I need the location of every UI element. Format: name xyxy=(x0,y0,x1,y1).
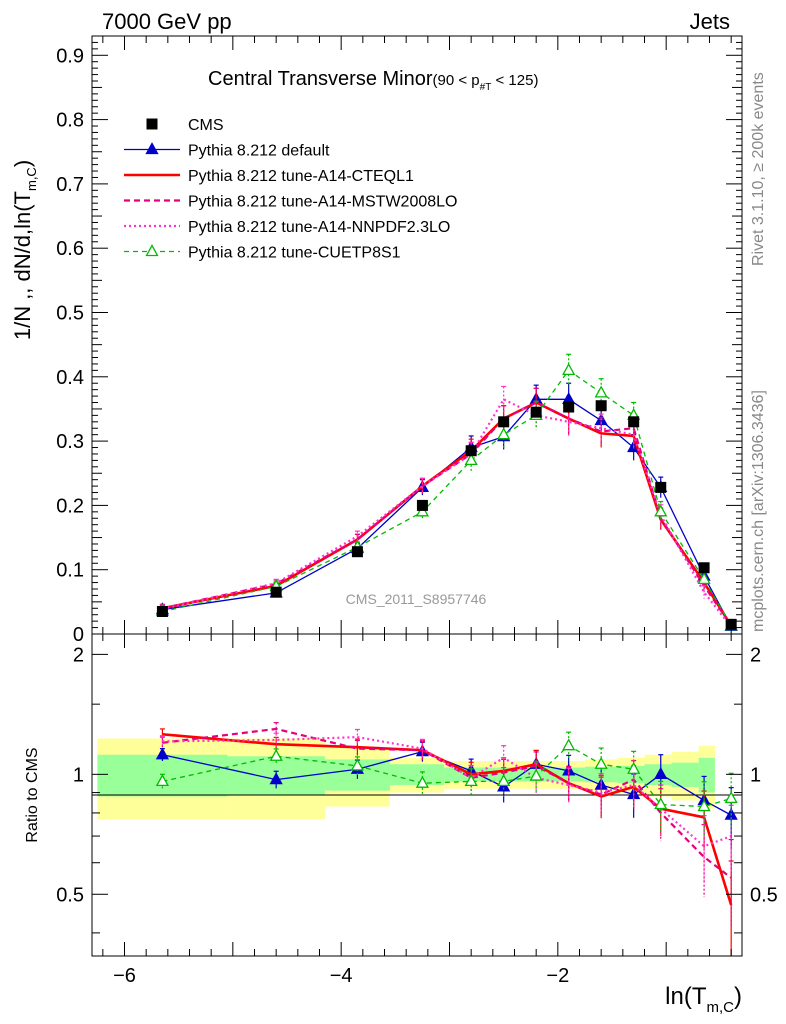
ratio-cuetp8s1-point-9 xyxy=(627,761,641,774)
cms-point-6 xyxy=(530,406,542,418)
header-left: 7000 GeV pp xyxy=(102,9,232,34)
ratio-cuetp8s1-point-10 xyxy=(654,797,668,810)
main-cuetp8s1-point-4 xyxy=(464,453,478,466)
y-axis-title-ratio: Ratio to CMS xyxy=(24,747,41,842)
y-tick-label-main-6: 0.6 xyxy=(56,238,84,260)
ratio-cuetp8s1-point-12 xyxy=(724,791,738,804)
y-tick-label-main-2: 0.2 xyxy=(56,495,84,517)
cms-point-8 xyxy=(595,400,607,412)
main-ticks: 0 0.1 0.2 0.3 0.4 0.5 0.6 0.7 0.8 0.9 xyxy=(56,35,742,646)
main-cms-points xyxy=(156,400,737,630)
legend-item-5-marker xyxy=(145,244,159,257)
cms-point-0 xyxy=(156,605,168,617)
legend-item-0-label: CMS xyxy=(188,117,224,134)
cms-point-5 xyxy=(498,416,510,428)
chart-title: Central Transverse Minor(90 < p#T < 125) xyxy=(208,68,538,93)
legend-item-1-label: Pythia 8.212 default xyxy=(188,143,330,160)
cms-point-2 xyxy=(351,546,363,558)
ratio-panel: −6 −4 −2 0.5 0.5 1 1 2 2 xyxy=(56,633,778,987)
cms-point-10 xyxy=(655,481,667,493)
main-cuetp8s1-point-8 xyxy=(594,385,608,398)
main-panel: 0 0.1 0.2 0.3 0.4 0.5 0.6 0.7 0.8 0.9 Central Tra… xyxy=(56,35,743,646)
legend-item-2-label: Pythia 8.212 tune-A14-CTEQL1 xyxy=(188,168,414,185)
legend-item-5-label: Pythia 8.212 tune-CUETP8S1 xyxy=(188,245,401,262)
x-tick-label-2: −2 xyxy=(546,965,569,987)
x-tick-label-1: −4 xyxy=(330,965,353,987)
ratio-band-inner-12 xyxy=(698,757,715,793)
cms-point-12 xyxy=(725,618,737,630)
ratio-default-point-1 xyxy=(269,772,283,785)
main-cuetp8s1-point-7 xyxy=(562,363,576,376)
main-bands xyxy=(97,385,715,626)
ratio-cuetp8s1-point-11 xyxy=(697,799,711,812)
y-tick-label-main-5: 0.5 xyxy=(56,302,84,324)
ratio-cuetp8s1-point-8 xyxy=(594,756,608,769)
ratio-cuetp8s1-point-2 xyxy=(350,758,365,771)
ratio-frame xyxy=(91,633,743,957)
cms-point-1 xyxy=(270,586,282,598)
legend-item-0-marker xyxy=(146,118,158,130)
y-tick-label-ratio-1: 1 xyxy=(73,764,84,786)
legend-item-1-marker xyxy=(145,142,159,155)
y-tick-label-ratio-right-0: 0.5 xyxy=(750,884,778,906)
ratio-cuetp8s1-point-3 xyxy=(415,775,430,788)
ratio-bands xyxy=(97,738,715,820)
legend-item-3-label: Pythia 8.212 tune-A14-MSTW2008LO xyxy=(188,194,457,211)
ratio-cuetp8s1-point-1 xyxy=(269,748,283,761)
cms-point-11 xyxy=(698,562,710,574)
ratio-series xyxy=(155,722,738,956)
ratio-cuetp8s1-point-5 xyxy=(497,774,511,787)
watermark: CMS_2011_S8957746 xyxy=(346,591,487,607)
ratio-cuetp8s1-point-4 xyxy=(464,774,478,787)
legend: CMS Pythia 8.212 default Pythia 8.212 tune… xyxy=(124,117,457,262)
cms-point-7 xyxy=(563,401,575,413)
y-tick-label-main-7: 0.7 xyxy=(56,174,84,196)
y-tick-label-ratio-0: 0.5 xyxy=(56,884,84,906)
main-cuetp8s1-point-5 xyxy=(497,427,511,440)
ratio-cuetp8s1-point-7 xyxy=(562,738,576,751)
cms-point-3 xyxy=(416,499,428,511)
ratio-cuetp8s1-point-0 xyxy=(155,774,170,787)
x-tick-label-0: −6 xyxy=(113,965,136,987)
y-tick-label-main-9: 0.9 xyxy=(56,45,84,67)
main-cuetp8s1-point-11 xyxy=(697,571,711,584)
ratio-band-inner-3 xyxy=(389,764,445,786)
y-tick-label-main-0: 0 xyxy=(73,624,84,646)
main-cuetp8s1-point-10 xyxy=(654,504,668,517)
y-tick-label-main-1: 0.1 xyxy=(56,560,84,582)
y-tick-label-ratio-2: 2 xyxy=(73,644,84,666)
y-axis-title-main: 1/N ,, dN/d,ln(Tm,C) xyxy=(10,160,39,340)
ratio-ticks: −6 −4 −2 0.5 0.5 1 1 2 2 xyxy=(56,634,778,987)
rivet-label: Rivet 3.1.10, ≥ 200k events xyxy=(750,72,767,266)
y-tick-label-main-8: 0.8 xyxy=(56,110,84,132)
cms-point-4 xyxy=(465,445,477,457)
x-axis-title: ln(Tm,C) xyxy=(665,983,742,1016)
y-tick-label-ratio-right-2: 2 xyxy=(750,644,761,666)
ratio-cuetp8s1-point-6 xyxy=(529,768,543,781)
y-tick-label-main-4: 0.4 xyxy=(56,367,84,389)
cms-point-9 xyxy=(628,416,640,428)
ratio-default-point-0 xyxy=(155,747,170,760)
header-right: Jets xyxy=(690,9,730,34)
legend-item-4-label: Pythia 8.212 tune-A14-NNPDF2.3LO xyxy=(188,219,450,236)
y-tick-label-ratio-right-1: 1 xyxy=(750,764,761,786)
y-tick-label-main-3: 0.3 xyxy=(56,431,84,453)
mcplots-label: mcplots.cern.ch [arXiv:1306.3436] xyxy=(750,390,767,632)
ratio-default-point-10 xyxy=(654,766,668,779)
